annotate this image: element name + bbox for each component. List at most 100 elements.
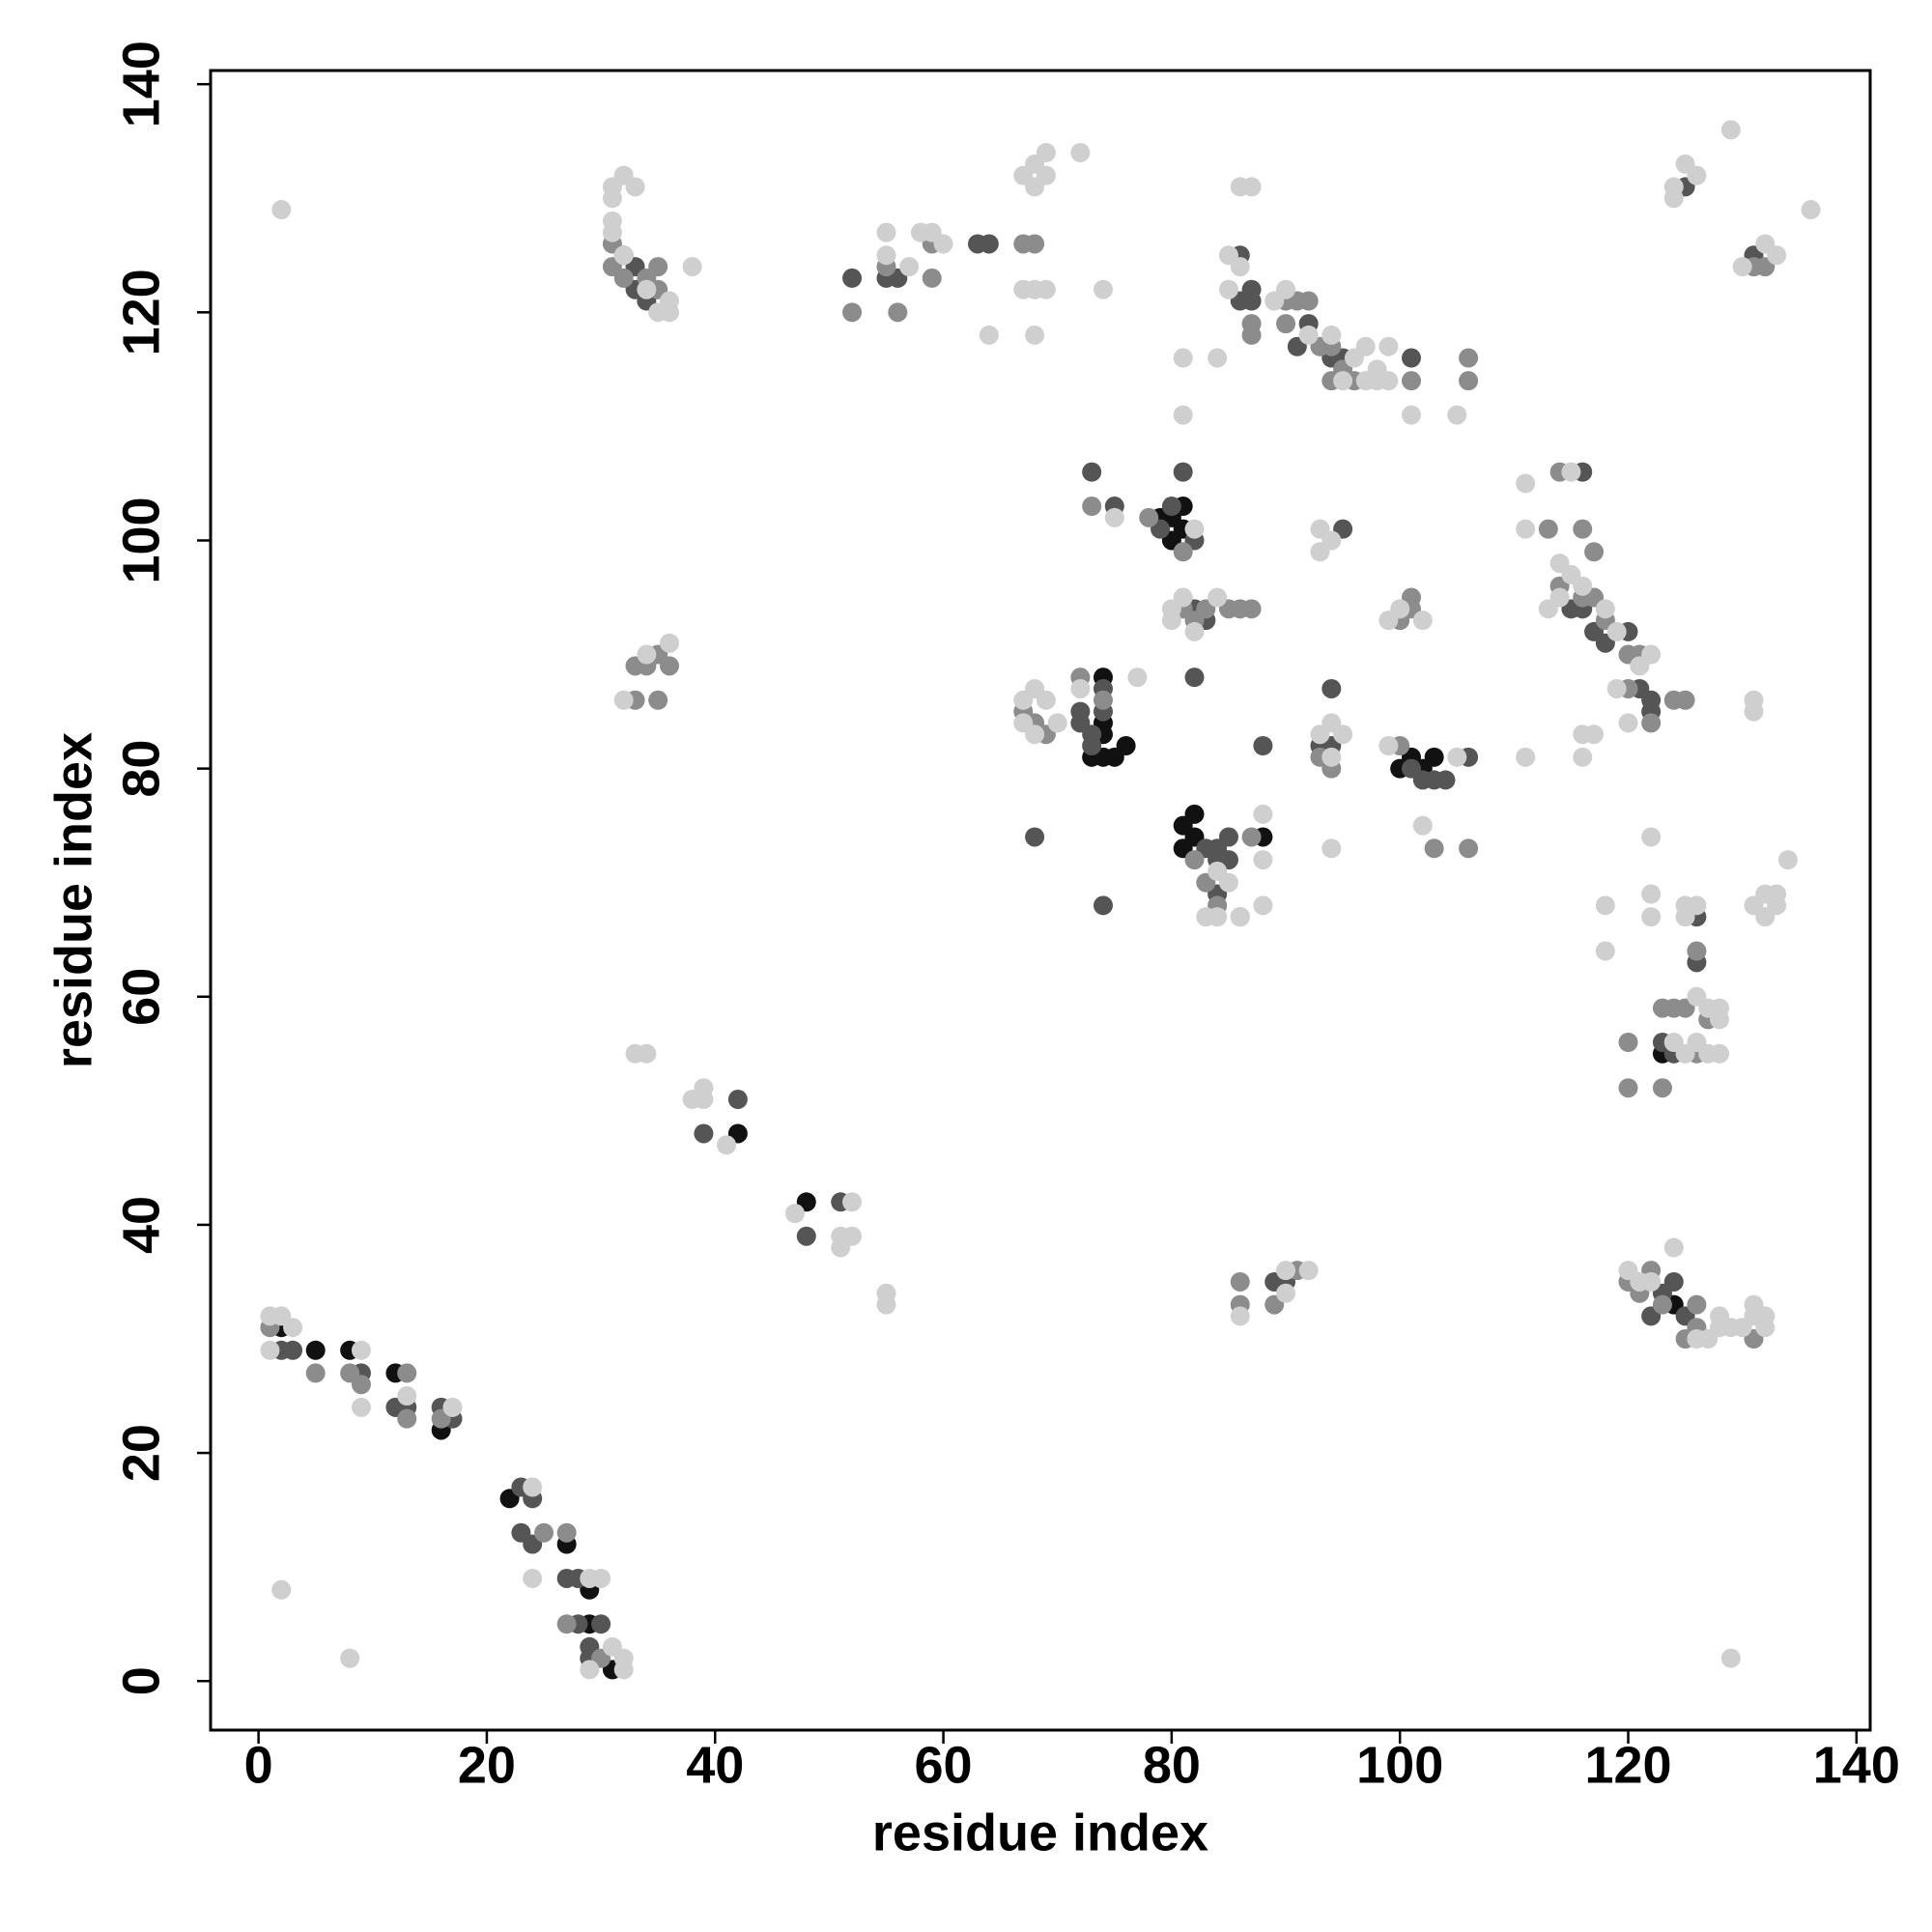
point	[1321, 325, 1342, 345]
point	[1025, 325, 1045, 345]
point	[556, 1522, 577, 1543]
point	[1367, 371, 1387, 391]
point	[397, 1386, 417, 1406]
point	[1584, 542, 1605, 562]
point	[1767, 245, 1787, 266]
point	[1538, 599, 1558, 619]
point	[1276, 314, 1296, 334]
point	[305, 1340, 326, 1360]
point	[1241, 325, 1262, 345]
point	[1047, 713, 1067, 733]
point	[784, 1204, 805, 1224]
point	[1253, 895, 1273, 916]
point	[1538, 519, 1558, 539]
point	[1173, 542, 1193, 562]
point	[1355, 336, 1376, 356]
point	[1412, 611, 1433, 631]
point	[648, 690, 668, 710]
point	[1208, 348, 1228, 368]
point	[1378, 336, 1399, 356]
point	[1116, 736, 1136, 756]
point	[351, 1375, 371, 1395]
y-tick-label: 40	[112, 1196, 170, 1254]
point	[1298, 291, 1319, 311]
point	[1777, 850, 1798, 870]
point	[1025, 724, 1045, 745]
point	[580, 1568, 600, 1588]
point	[1333, 371, 1353, 391]
point	[1070, 143, 1091, 163]
point	[1687, 986, 1707, 1007]
point	[876, 222, 896, 242]
point	[1276, 279, 1296, 299]
point	[442, 1397, 463, 1417]
point	[1253, 804, 1273, 824]
point	[556, 1568, 577, 1588]
point	[1732, 257, 1752, 277]
point	[659, 291, 679, 311]
y-tick-label: 120	[112, 269, 170, 355]
point	[1720, 1648, 1741, 1668]
point	[1618, 1078, 1638, 1098]
point	[899, 257, 920, 277]
point	[1321, 747, 1342, 767]
point	[283, 1318, 303, 1338]
point	[1767, 884, 1787, 904]
point	[1652, 1078, 1672, 1098]
x-tick-label: 80	[1143, 1736, 1201, 1794]
point	[1025, 827, 1045, 847]
point	[591, 1614, 611, 1634]
point	[1710, 1009, 1730, 1030]
point	[1082, 724, 1102, 745]
point	[659, 656, 679, 676]
point	[1093, 895, 1113, 916]
y-tick-label: 100	[112, 497, 170, 583]
point	[876, 245, 896, 266]
point	[1082, 497, 1102, 517]
point	[1241, 177, 1262, 197]
point	[1595, 941, 1615, 961]
point	[613, 1660, 634, 1680]
point	[1402, 371, 1422, 391]
point	[1595, 895, 1615, 916]
point	[1218, 245, 1238, 266]
point	[1606, 678, 1627, 698]
point	[1333, 724, 1353, 745]
point	[1641, 827, 1662, 847]
point	[1241, 291, 1262, 311]
point	[1801, 200, 1821, 220]
point	[933, 234, 953, 254]
point	[876, 1294, 896, 1315]
point	[1208, 587, 1228, 608]
x-tick-label: 100	[1356, 1736, 1443, 1794]
point	[1663, 177, 1684, 197]
point	[1402, 348, 1422, 368]
point	[1184, 519, 1205, 539]
point	[351, 1340, 371, 1360]
point	[1241, 599, 1262, 619]
point	[625, 177, 645, 197]
point	[694, 1123, 714, 1144]
point	[1435, 770, 1456, 790]
point	[397, 1408, 417, 1429]
point	[1641, 884, 1662, 904]
point	[1459, 371, 1479, 391]
point	[613, 690, 634, 710]
point	[1093, 690, 1113, 710]
point	[1630, 656, 1650, 676]
point	[580, 1660, 600, 1680]
point	[1447, 747, 1467, 767]
point	[1652, 1294, 1672, 1315]
point	[1641, 907, 1662, 927]
point	[1139, 507, 1159, 527]
point	[1036, 143, 1056, 163]
x-tick-label: 60	[915, 1736, 973, 1794]
point	[659, 633, 679, 653]
x-tick-label: 20	[458, 1736, 516, 1794]
point	[1218, 827, 1238, 847]
point	[523, 1568, 543, 1588]
point	[1173, 462, 1193, 482]
point	[979, 325, 999, 345]
point	[1321, 838, 1342, 859]
point	[1253, 736, 1273, 756]
